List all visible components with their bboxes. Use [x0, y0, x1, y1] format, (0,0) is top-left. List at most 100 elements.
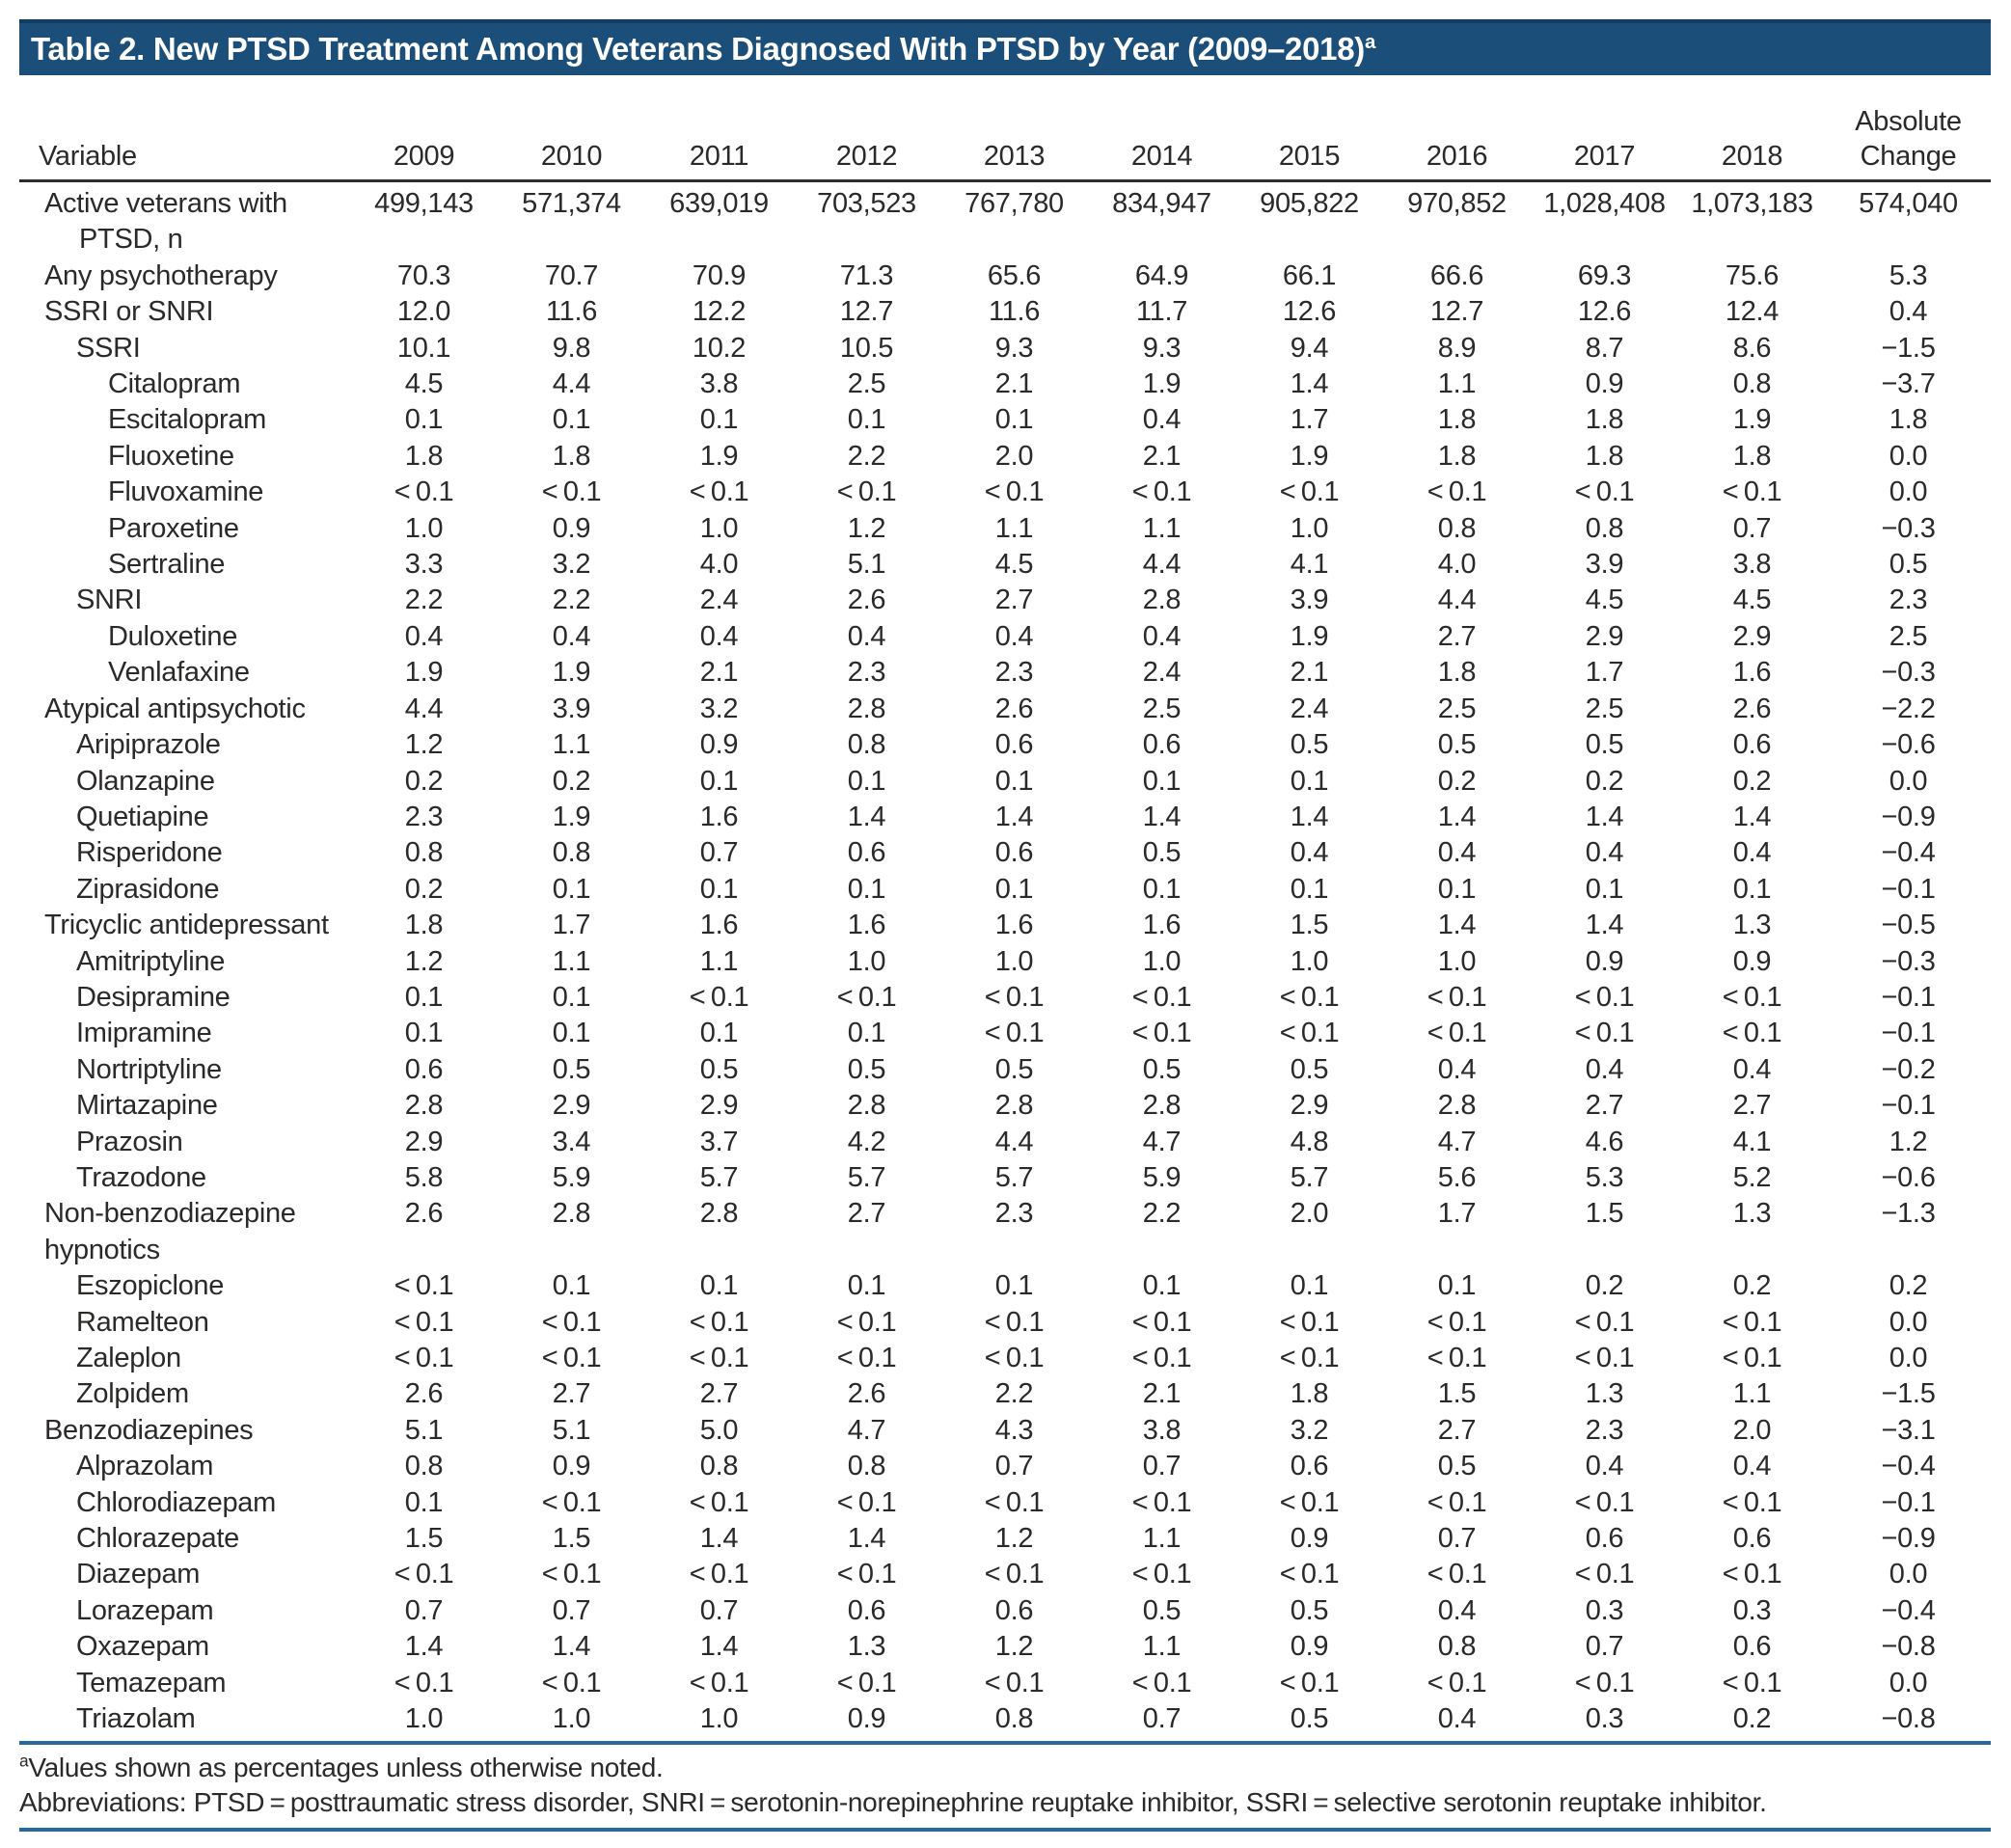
cell-value: 1.3	[1732, 1198, 1772, 1230]
cell-value: 0.6	[404, 1053, 444, 1085]
row-label: Ramelteon	[76, 1306, 209, 1338]
cell-value: 1.2	[994, 1523, 1034, 1555]
cell-value: 2.5	[1585, 693, 1624, 724]
cell-value: < 0.1	[1131, 1667, 1192, 1699]
cell-value: 0.4	[994, 620, 1034, 652]
cell-value: 0.6	[1732, 1523, 1772, 1555]
cell-value: < 0.1	[1722, 1306, 1782, 1338]
row-label: Alprazolam	[76, 1451, 214, 1482]
cell-value: 0.1	[847, 873, 886, 905]
cell-value: 0.5	[1585, 729, 1624, 761]
cell-value: −1.5	[1881, 1378, 1936, 1410]
cell-value: 0.9	[1585, 945, 1624, 977]
cell-value: 1.2	[994, 1631, 1034, 1663]
cell-value: 2.6	[404, 1378, 444, 1410]
cell-value: −0.4	[1881, 1451, 1936, 1482]
cell-value: 703,523	[817, 188, 916, 219]
cell-value: 0.4	[1585, 1053, 1624, 1085]
cell-value: 2.0	[1732, 1414, 1772, 1446]
row-label: SSRI	[76, 332, 141, 364]
table-row: Duloxetine 0.4 0.4 0.4 0.4 0.4 0.4 1.9 2.7 2.9 2.9…	[19, 619, 1991, 655]
cell-value: 8.9	[1437, 332, 1477, 364]
row-label: SNRI	[76, 584, 143, 616]
cell-value: 0.2	[1585, 1270, 1624, 1302]
cell-value: 2.2	[404, 584, 444, 616]
cell-value: 2.7	[1437, 1414, 1477, 1446]
cell-value: 0.4	[1142, 620, 1182, 652]
cell-value: 1.4	[1290, 801, 1329, 832]
cell-value: 10.2	[692, 332, 747, 364]
cell-value: 3.9	[1585, 549, 1624, 581]
row-label: Temazepam	[76, 1667, 227, 1699]
row-label: Chlorazepate	[76, 1523, 239, 1555]
cell-value: 11.7	[1135, 296, 1188, 328]
cell-value: 0.9	[1290, 1631, 1329, 1663]
cell-value: −0.8	[1881, 1631, 1936, 1663]
table-row: Amitriptyline 1.2 1.1 1.1 1.0 1.0 1.0 1.0 1.0 0.9…	[19, 944, 1991, 980]
cell-value: 5.7	[994, 1161, 1034, 1193]
cell-value: 2.3	[847, 657, 886, 689]
cell-value: < 0.1	[984, 981, 1045, 1013]
column-header-year: 2014	[1088, 87, 1236, 182]
cell-value: 0.5	[1142, 1053, 1182, 1085]
cell-value: 4.4	[1437, 584, 1477, 616]
cell-value: 1.1	[1142, 512, 1182, 544]
cell-value: 1.1	[994, 512, 1034, 544]
cell-value: −0.3	[1881, 657, 1936, 689]
cell-value: 0.8	[404, 837, 444, 869]
cell-value: 0.5	[1290, 729, 1329, 761]
cell-value: 1.0	[1142, 945, 1182, 977]
cell-value: 9.3	[994, 332, 1034, 364]
cell-value: < 0.1	[1574, 1559, 1635, 1590]
cell-value: −0.4	[1881, 1594, 1936, 1626]
cell-value: 0.4	[1732, 837, 1772, 869]
cell-value: 0.4	[1889, 296, 1928, 328]
cell-value: < 0.1	[1427, 1306, 1487, 1338]
cell-value: 1.9	[552, 801, 591, 832]
cell-value: 0.1	[1437, 873, 1477, 905]
cell-value: −0.5	[1881, 910, 1936, 941]
cell-value: < 0.1	[689, 1306, 749, 1338]
cell-value: −0.1	[1881, 873, 1936, 905]
cell-value: 12.4	[1725, 296, 1780, 328]
cell-value: 1.8	[1732, 440, 1772, 472]
cell-value: 4.7	[847, 1414, 886, 1446]
table-footnotes: aValues shown as percentages unless othe…	[19, 1751, 1991, 1833]
cell-value: 2.1	[1142, 1378, 1182, 1410]
cell-value: 1,028,408	[1543, 188, 1666, 219]
row-label: Triazolam	[19, 1701, 350, 1746]
table-row: Temazepam < 0.1 < 0.1 < 0.1 < 0.1 < 0.1 < 0.1 <…	[19, 1666, 1991, 1701]
cell-value: 0.1	[404, 404, 444, 436]
cell-value: 70.7	[544, 259, 599, 291]
cell-value: 0.4	[1585, 837, 1624, 869]
cell-value: 2.3	[994, 657, 1034, 689]
cell-value: 0.4	[847, 620, 886, 652]
row-label: Atypical antipsychotic	[44, 693, 306, 724]
cell-value: 0.8	[847, 729, 886, 761]
row-label: Lorazepam	[76, 1594, 214, 1626]
cell-value: 0.1	[552, 873, 591, 905]
table-title-superscript: a	[1364, 31, 1376, 53]
row-label: Ziprasidone	[76, 873, 220, 905]
column-header-year: 2016	[1383, 87, 1531, 182]
cell-value: 2.5	[1437, 693, 1477, 724]
cell-value: 0.2	[1437, 765, 1477, 797]
row-label: Active veterans with PTSD, n	[44, 188, 287, 256]
cell-value: 0.6	[847, 1594, 886, 1626]
cell-value: 1.4	[699, 1523, 739, 1555]
cell-value: 0.0	[1889, 1559, 1928, 1590]
cell-value: 0.8	[1585, 512, 1624, 544]
cell-value: 3.3	[404, 549, 444, 581]
cell-value: < 0.1	[836, 981, 897, 1013]
cell-value: < 0.1	[394, 1343, 454, 1373]
row-label: Any psychotherapy	[44, 259, 278, 291]
cell-value: < 0.1	[984, 1018, 1045, 1049]
cell-value: 0.7	[699, 1594, 739, 1626]
cell-value: 70.3	[396, 259, 451, 291]
cell-value: < 0.1	[1427, 1667, 1487, 1699]
cell-value: 0.9	[793, 1701, 940, 1746]
cell-value: 0.2	[1889, 1270, 1928, 1302]
cell-value: 0.1	[404, 1486, 444, 1518]
cell-value: −3.7	[1881, 368, 1936, 400]
cell-value: 2.0	[1290, 1198, 1329, 1230]
